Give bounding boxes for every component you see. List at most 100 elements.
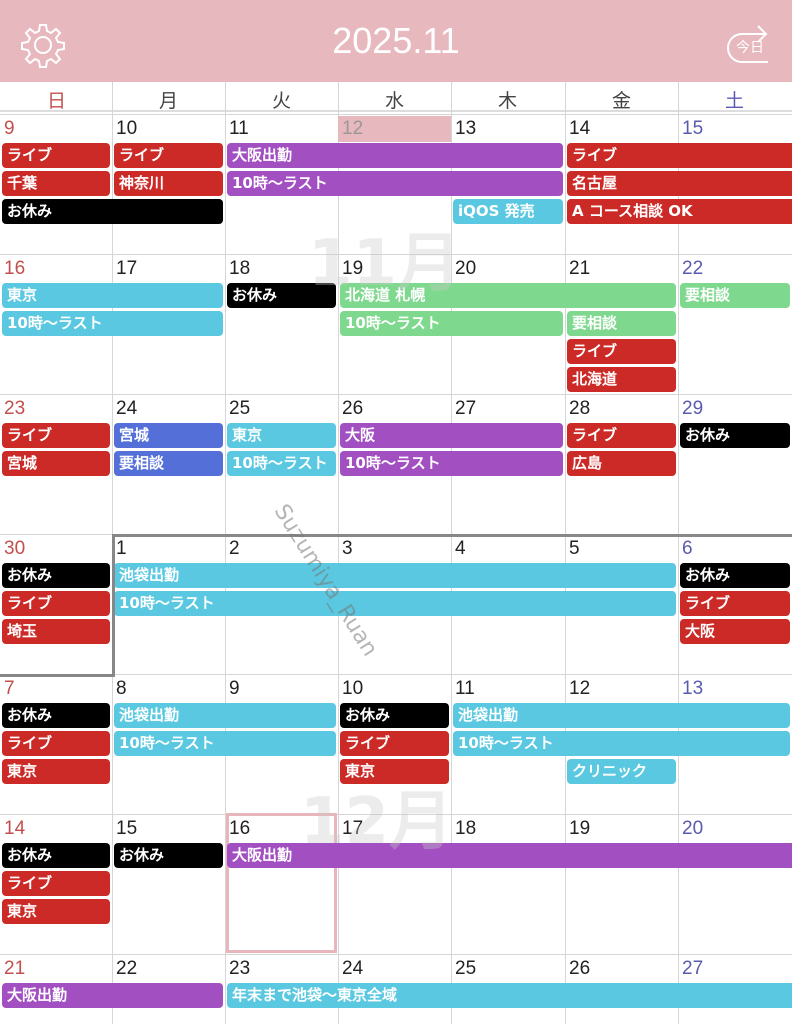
calendar-event[interactable]: お休み [2,843,110,868]
calendar-event[interactable]: 10時～ラスト [114,591,676,616]
day-cell-15[interactable]: 15 [116,818,138,839]
day-cell-23[interactable]: 23 [229,958,251,979]
calendar-event[interactable]: ライブ [2,591,110,616]
calendar-event[interactable]: お休み [340,703,449,728]
calendar-event[interactable]: 大阪 [340,423,563,448]
day-cell-12[interactable]: 12 [569,678,591,699]
calendar-event[interactable]: 広島 [567,451,676,476]
calendar-event[interactable]: ライブ [567,423,676,448]
day-cell-22[interactable]: 22 [116,958,138,979]
calendar-event[interactable]: iQOS 発売 [453,199,563,224]
gear-icon[interactable] [20,22,66,68]
calendar-event[interactable]: 神奈川 [114,171,223,196]
calendar-event[interactable]: ライブ [340,731,449,756]
calendar-event[interactable]: ライブ [567,143,792,168]
calendar-event[interactable]: 10時～ラスト [114,731,336,756]
calendar-event[interactable]: 東京 [340,759,449,784]
calendar-event[interactable]: ライブ [680,591,790,616]
calendar-event[interactable]: 要相談 [680,283,790,308]
day-cell-11[interactable]: 11 [455,678,475,699]
day-cell-14[interactable]: 14 [4,818,26,839]
day-cell-17[interactable]: 17 [342,818,364,839]
day-cell-20[interactable]: 20 [682,818,704,839]
day-cell-18[interactable]: 18 [229,258,251,279]
day-cell-23[interactable]: 23 [4,398,26,419]
day-cell-14[interactable]: 14 [569,118,591,139]
day-cell-17[interactable]: 17 [116,258,138,279]
calendar-event[interactable]: お休み [227,283,336,308]
calendar-event[interactable]: 千葉 [2,171,110,196]
calendar-event[interactable]: クリニック [567,759,676,784]
day-cell-21[interactable]: 21 [569,258,591,279]
calendar-event[interactable]: 大阪出勤 [227,143,563,168]
calendar-event[interactable]: 10時～ラスト [2,311,223,336]
day-cell-19[interactable]: 19 [342,258,364,279]
day-cell-24[interactable]: 24 [116,398,138,419]
day-cell-9[interactable]: 9 [229,678,240,699]
day-cell-27[interactable]: 27 [455,398,477,419]
calendar-event[interactable]: 池袋出勤 [114,703,336,728]
calendar-event[interactable]: 宮城 [114,423,223,448]
day-cell-24[interactable]: 24 [342,958,364,979]
calendar-event[interactable]: 池袋出勤 [453,703,790,728]
day-cell-13[interactable]: 13 [682,678,704,699]
day-cell-12[interactable]: 12 [342,118,364,139]
day-cell-20[interactable]: 20 [455,258,477,279]
day-cell-11[interactable]: 11 [229,118,249,139]
day-cell-27[interactable]: 27 [682,958,704,979]
day-cell-7[interactable]: 7 [4,678,15,699]
day-cell-13[interactable]: 13 [455,118,477,139]
day-cell-16[interactable]: 16 [229,818,251,839]
day-cell-25[interactable]: 25 [455,958,477,979]
calendar-event[interactable]: 要相談 [114,451,223,476]
calendar-event[interactable]: お休み [2,563,110,588]
day-cell-25[interactable]: 25 [229,398,251,419]
calendar-event[interactable]: 大阪出勤 [2,983,223,1008]
calendar-event[interactable]: 年末まで池袋～東京全域 [227,983,792,1008]
calendar-event[interactable]: 東京 [2,283,223,308]
day-cell-22[interactable]: 22 [682,258,704,279]
calendar-event[interactable]: ライブ [2,871,110,896]
calendar-event[interactable]: 北海道 札幌 [340,283,676,308]
calendar-event[interactable]: 東京 [2,759,110,784]
day-cell-8[interactable]: 8 [116,678,127,699]
day-cell-26[interactable]: 26 [342,398,364,419]
calendar-event[interactable]: お休み [114,843,223,868]
day-cell-6[interactable]: 6 [682,538,693,559]
calendar-event[interactable]: A コース相談 OK [567,199,792,224]
calendar-event[interactable]: 宮城 [2,451,110,476]
calendar-event[interactable]: お休み [2,703,110,728]
calendar-event[interactable]: 10時～ラスト [340,451,563,476]
day-cell-21[interactable]: 21 [4,958,26,979]
day-cell-4[interactable]: 4 [455,538,466,559]
calendar-event[interactable]: ライブ [2,423,110,448]
calendar-event[interactable]: 名古屋 [567,171,792,196]
day-cell-10[interactable]: 10 [116,118,138,139]
day-cell-26[interactable]: 26 [569,958,591,979]
calendar-event[interactable]: お休み [680,563,790,588]
calendar-event[interactable]: 10時～ラスト [227,171,563,196]
calendar-event[interactable]: 池袋出勤 [114,563,676,588]
calendar-event[interactable]: 大阪出勤 [227,843,792,868]
calendar-event[interactable]: ライブ [567,339,676,364]
day-cell-16[interactable]: 16 [4,258,26,279]
day-cell-15[interactable]: 15 [682,118,704,139]
day-cell-19[interactable]: 19 [569,818,591,839]
calendar-event[interactable]: お休み [2,199,223,224]
calendar-event[interactable]: 東京 [2,899,110,924]
calendar-event[interactable]: 要相談 [567,311,676,336]
calendar-event[interactable]: 10時～ラスト [340,311,563,336]
day-cell-10[interactable]: 10 [342,678,364,699]
calendar-event[interactable]: 北海道 [567,367,676,392]
day-cell-1[interactable]: 1 [116,538,127,559]
calendar-event[interactable]: ライブ [2,143,110,168]
calendar-event[interactable]: 埼玉 [2,619,110,644]
calendar-event[interactable]: ライブ [2,731,110,756]
day-cell-29[interactable]: 29 [682,398,704,419]
calendar-event[interactable]: 10時～ラスト [453,731,790,756]
calendar-event[interactable]: 大阪 [680,619,790,644]
day-cell-18[interactable]: 18 [455,818,477,839]
day-cell-3[interactable]: 3 [342,538,353,559]
calendar-event[interactable]: 10時～ラスト [227,451,336,476]
today-button[interactable]: 今日 [724,22,772,68]
